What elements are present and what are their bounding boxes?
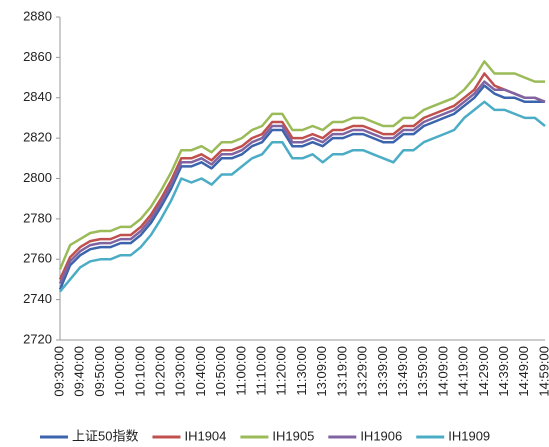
x-tick-label: 13:49:00	[395, 346, 410, 397]
y-tick-label: 2840	[23, 89, 52, 104]
x-tick-label: 09:50:00	[92, 346, 107, 397]
x-tick-label: 13:59:00	[415, 346, 430, 397]
x-tick-label: 11:20:00	[274, 346, 289, 396]
y-tick-label: 2880	[23, 8, 52, 23]
series-line	[58, 60, 545, 270]
x-tick-label: 09:30:00	[51, 346, 66, 397]
y-tick-label: 2740	[23, 291, 52, 306]
series-line	[59, 100, 546, 293]
series-line	[58, 72, 546, 280]
y-tick-label: 2820	[23, 130, 52, 145]
x-tick-label: 10:10:00	[132, 346, 147, 397]
x-tick-label: 10:30:00	[173, 346, 188, 397]
x-tick-label: 10:00:00	[112, 346, 127, 397]
y-tick-label: 2760	[23, 251, 52, 266]
x-tick-label: 11:10:00	[254, 346, 269, 396]
legend-label: IH1906	[360, 428, 402, 443]
x-tick-label: 11:30:00	[294, 346, 309, 396]
x-tick-label: 13:09:00	[314, 346, 329, 397]
y-tick-label: 2860	[23, 49, 52, 64]
y-tick-label: 2720	[23, 331, 52, 346]
legend-label: IH1909	[448, 428, 490, 443]
y-tick-label: 2780	[23, 210, 52, 225]
x-tick-label: 14:59:00	[536, 346, 549, 397]
series-line	[58, 80, 546, 285]
legend-label: IH1904	[184, 428, 226, 443]
x-tick-label: 14:09:00	[435, 346, 450, 397]
x-tick-label: 14:19:00	[456, 346, 471, 397]
y-tick-label: 2800	[23, 170, 52, 185]
x-tick-label: 13:29:00	[355, 346, 370, 397]
x-tick-label: 14:39:00	[496, 346, 511, 397]
x-tick-label: 10:20:00	[152, 346, 167, 397]
x-tick-label: 13:19:00	[334, 346, 349, 397]
x-tick-label: 10:40:00	[193, 346, 208, 397]
legend-label: 上证50指数	[72, 428, 138, 443]
x-tick-label: 09:40:00	[72, 346, 87, 397]
series-line	[58, 84, 545, 290]
x-tick-label: 10:50:00	[213, 346, 228, 397]
x-tick-label: 13:39:00	[375, 346, 390, 397]
legend-label: IH1905	[272, 428, 314, 443]
x-tick-label: 11:00:00	[233, 346, 248, 396]
x-tick-label: 14:49:00	[516, 346, 531, 397]
x-tick-label: 14:29:00	[476, 346, 491, 397]
